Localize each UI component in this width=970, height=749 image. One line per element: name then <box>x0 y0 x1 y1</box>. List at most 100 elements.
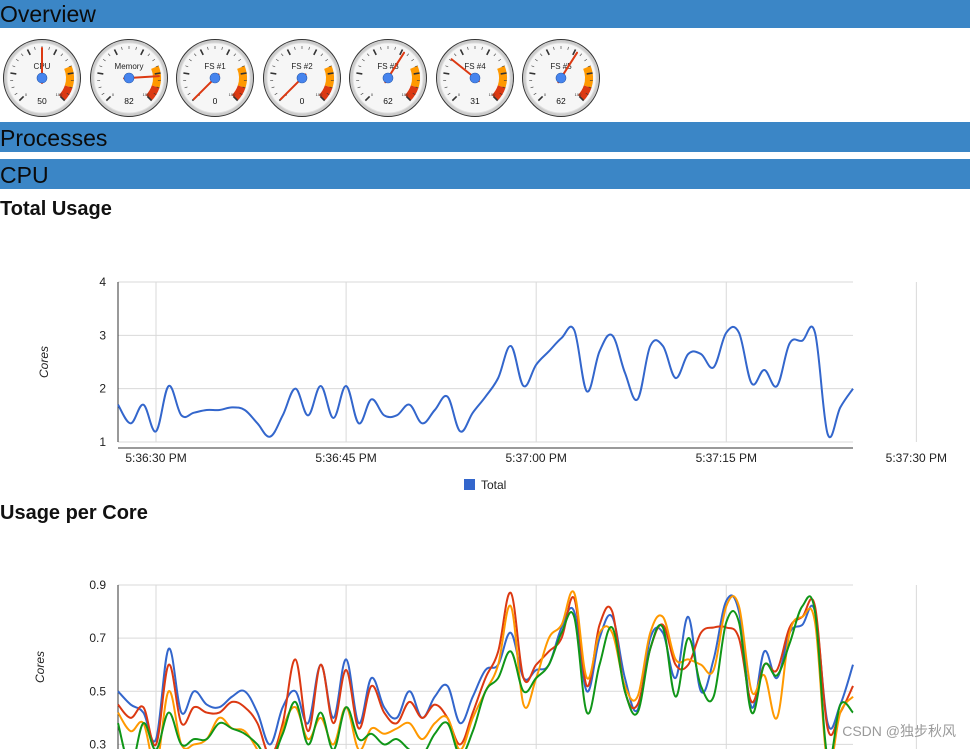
gauge-value: 50 <box>37 96 47 106</box>
gauge-tick <box>241 65 245 68</box>
total-usage-chart: 1 2 3 4 5:36:30 PM 5:36:45 PM 5:37:00 PM 5:37:1… <box>37 275 947 492</box>
gauge-tick <box>18 95 25 102</box>
gauge-value: 0 <box>299 96 304 106</box>
gauge-tick <box>324 58 328 62</box>
gauge-red-zone <box>577 85 592 101</box>
gauge-tick <box>366 53 370 57</box>
gauge-tick <box>567 46 569 50</box>
gauge-tick <box>485 49 490 56</box>
y-tick-label: 2 <box>99 382 106 396</box>
gauge-tick <box>361 58 365 62</box>
gauge-yellow-zone <box>410 65 420 88</box>
gauge-tick <box>147 53 150 57</box>
gauge-tick <box>96 72 103 75</box>
gauge-tick <box>67 72 74 75</box>
gauge-tick <box>466 46 469 50</box>
gauge-tick <box>493 53 496 57</box>
cpu-section-header[interactable]: CPU <box>0 159 970 189</box>
gauge-tick <box>499 92 502 95</box>
gauge-tick <box>480 46 483 50</box>
gauge-tick <box>154 72 161 75</box>
gauge-tick <box>101 92 104 95</box>
gauge-tick <box>326 92 329 95</box>
processes-title: Processes <box>0 125 108 151</box>
gauge-tick <box>105 95 111 102</box>
gauge-tick <box>530 86 534 89</box>
gauge-label: FS #5 <box>550 62 572 71</box>
gauge-tick <box>184 86 188 89</box>
gauge-red-zone <box>404 85 419 101</box>
cpu-title: CPU <box>0 162 49 188</box>
gauge-tick <box>238 58 242 62</box>
gauge-tick <box>501 65 505 68</box>
y-tick-label: 0.5 <box>89 684 106 698</box>
gauge-tick <box>269 72 276 75</box>
gauge-tick <box>48 46 50 50</box>
gauge-tick <box>280 53 283 57</box>
gauge-hub <box>36 72 48 84</box>
gauge-value: 62 <box>556 96 566 106</box>
gauge-max-label: 100 <box>315 92 322 97</box>
gauge-tick <box>193 53 197 57</box>
gauge-tick <box>578 95 585 102</box>
gauge-tick <box>447 92 450 95</box>
gauge-tick <box>448 58 452 62</box>
gauge-min-label: 0 <box>25 92 28 97</box>
gauge-tick <box>293 46 296 50</box>
gauge-memory: 0 100 Memory 82 <box>89 38 169 118</box>
series-line-core-2 <box>117 591 854 749</box>
gauge-tick <box>579 53 583 57</box>
gauge-max-label: 100 <box>229 92 236 97</box>
gauge-tick <box>275 58 279 62</box>
gauge-tick <box>274 92 277 95</box>
gauge-tick <box>501 86 506 89</box>
gauge-tick <box>312 49 317 56</box>
gauge-tick <box>413 72 420 75</box>
gauge-red-zone <box>491 85 505 101</box>
gauge-fs-4: 0 100 FS #4 31 <box>435 38 515 118</box>
gauge-tick <box>10 72 17 75</box>
gauge-tick <box>15 58 19 62</box>
gauge-tick <box>207 46 209 50</box>
y-tick-label: 4 <box>99 275 106 289</box>
gauge-tick <box>120 46 123 50</box>
gauge-tick <box>533 92 537 95</box>
gauge-tick <box>360 92 364 95</box>
series-line-core-1 <box>117 594 854 746</box>
gauge-max-label: 100 <box>142 92 149 97</box>
gauge-yellow-zone <box>237 65 247 88</box>
gauge-tick <box>415 86 419 89</box>
gauge-tick <box>358 65 362 68</box>
gauge-label: FS #2 <box>291 62 313 71</box>
overview-section-header[interactable]: Overview <box>0 0 970 28</box>
gauge-hub <box>296 72 307 84</box>
gauge-tick <box>572 49 577 56</box>
gauge-tick <box>153 92 156 95</box>
gauge-tick <box>328 65 332 68</box>
total-usage-heading: Total Usage <box>0 198 112 220</box>
gauge-tick <box>239 92 243 95</box>
series-line-core-3 <box>117 590 854 749</box>
processes-section-header[interactable]: Processes <box>0 122 970 152</box>
gauge-tick <box>14 92 18 95</box>
gauge-tick <box>411 58 415 62</box>
gauge-label: FS #1 <box>204 62 226 71</box>
gauge-tick <box>98 65 102 68</box>
usage-per-core-chart: 0.3 0.5 0.7 0.9 Cores <box>33 578 917 749</box>
gauge-tick <box>531 65 535 68</box>
series-line-core-4 <box>117 595 854 749</box>
gauge-tick <box>34 46 36 50</box>
gauge-yellow-zone <box>496 65 507 88</box>
gauge-tick <box>20 53 24 57</box>
gauge-tick <box>320 53 323 57</box>
series-line-total <box>117 325 854 439</box>
gauge-label: FS #3 <box>377 62 399 71</box>
gauge-tick <box>588 86 592 89</box>
gauge-tick <box>69 86 73 89</box>
gauge-tick <box>442 72 449 75</box>
gauge-tick <box>151 58 155 62</box>
gauge-tick <box>584 58 588 62</box>
gauge-tick <box>586 72 593 75</box>
gauge-hub <box>555 72 567 84</box>
